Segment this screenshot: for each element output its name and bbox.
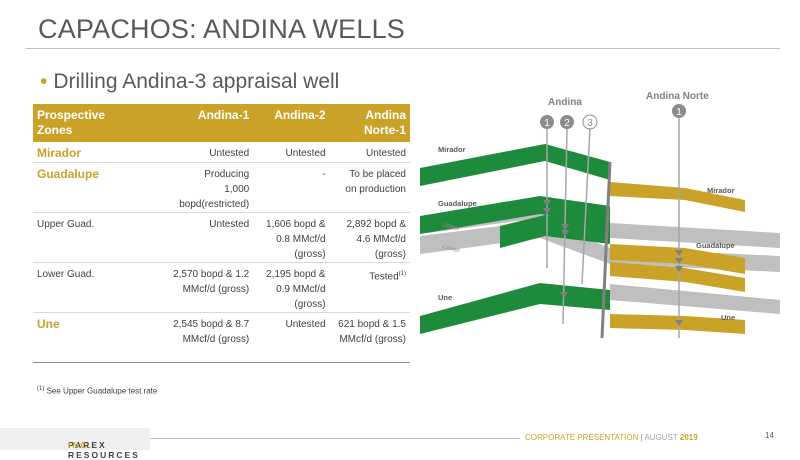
- table-row: Mirador Untested Untested Untested: [33, 142, 410, 163]
- andina-label: Andina: [548, 97, 582, 108]
- left-label-lower: Lower: [441, 243, 461, 255]
- table-cell: Tested(1): [329, 262, 410, 313]
- lower-green-layer: [500, 215, 610, 248]
- footer-year: 2019: [679, 433, 698, 442]
- bullet-point: • Drilling Andina-3 appraisal well: [40, 70, 339, 94]
- table-header: Andina Norte-1: [329, 104, 410, 142]
- company-inc: INC.: [68, 440, 93, 450]
- table-header-row: Prospective Zones Andina-1 Andina-2 Andi…: [33, 104, 410, 142]
- well-number-3: 3: [587, 118, 593, 129]
- table-cell: Untested: [119, 142, 254, 163]
- mirador-green-layer: [420, 144, 610, 186]
- right-label-guadalupe: Guadalupe: [696, 241, 735, 250]
- right-label-mirador: Mirador: [707, 186, 735, 195]
- table-cell: Untested: [253, 142, 330, 163]
- footer-divider: [150, 438, 520, 439]
- title-divider: [26, 48, 780, 49]
- table-cell: 621 bopd & 1.5 MMcf/d (gross): [329, 312, 410, 363]
- well-circle-3: [582, 114, 598, 130]
- table-cell: Untested: [329, 142, 410, 163]
- table-cell: 2,570 bopd & 1.2 MMcf/d (gross): [119, 262, 254, 313]
- une-grey-layer: [610, 284, 780, 314]
- table-header: Andina-1: [119, 104, 254, 142]
- prospective-zones-table: Prospective Zones Andina-1 Andina-2 Andi…: [33, 104, 410, 363]
- table-cell: -: [253, 162, 330, 213]
- left-label-guadalupe: Guadalupe: [438, 199, 477, 208]
- page-number: 14: [765, 431, 774, 440]
- footnote-text: See Upper Guadalupe test rate: [46, 386, 158, 396]
- table-row: Guadalupe Producing 1,000 bopd(restricte…: [33, 162, 410, 213]
- table-cell: 2,195 bopd & 0.9 MMcf/d (gross): [253, 262, 330, 313]
- footer-separator: |: [640, 433, 643, 442]
- well-number-2: 2: [564, 118, 570, 129]
- zone-cell: Lower Guad.: [33, 262, 120, 313]
- presentation-label: CORPORATE PRESENTATION: [525, 433, 639, 442]
- table-header: Andina-2: [253, 104, 330, 142]
- right-label-une: Une: [721, 313, 735, 322]
- table-row: Upper Guad. Untested 1,606 bopd & 0.8 MM…: [33, 212, 410, 263]
- footer-logo: PAREX RESOURCES INC.: [0, 428, 150, 460]
- table-cell: Producing 1,000 bopd(restricted): [119, 162, 254, 213]
- table-cell: Untested: [119, 212, 254, 263]
- table-cell: 2,545 bopd & 8.7 MMcf/d (gross): [119, 312, 254, 363]
- guadalupe-green-layer: [420, 196, 610, 234]
- footer-text: CORPORATE PRESENTATION | AUGUST 2019: [525, 433, 698, 442]
- left-label-upper: Upper: [441, 221, 461, 233]
- well-circle-norte: [672, 104, 686, 118]
- perforation-markers: [543, 200, 683, 326]
- une-green-layer: [420, 283, 610, 334]
- une-gold-layer: [610, 314, 745, 334]
- well-circle-1: [540, 115, 554, 129]
- fault-line: [600, 161, 612, 338]
- zone-cell: Upper Guad.: [33, 212, 120, 263]
- table-header: Prospective Zones: [33, 104, 120, 142]
- well-circle-2: [560, 115, 574, 129]
- lower-gold-layer: [610, 262, 745, 292]
- left-label-une: Une: [438, 293, 452, 302]
- table-row: Une 2,545 bopd & 8.7 MMcf/d (gross) Unte…: [33, 312, 410, 363]
- table-cell: 1,606 bopd & 0.8 MMcf/d (gross): [253, 212, 330, 263]
- table-cell: Untested: [253, 312, 330, 363]
- well-line-3: [581, 127, 591, 285]
- page-title: CAPACHOS: ANDINA WELLS: [38, 14, 406, 44]
- footnote-sup: (1): [37, 386, 45, 392]
- footer-month: AUGUST: [644, 433, 678, 442]
- table-cell: To be placed on production: [329, 162, 410, 213]
- tested-text: Tested: [369, 271, 399, 283]
- bullet-text: Drilling Andina-3 appraisal well: [53, 70, 340, 93]
- well-number-1: 1: [544, 118, 550, 129]
- well-cross-section-diagram: 1 2 3 1 Andina Andina Norte Mirador Guad…: [420, 91, 780, 338]
- footnote-marker: (1): [398, 271, 406, 277]
- mirador-gold-layer: [610, 182, 745, 212]
- table-row: Lower Guad. 2,570 bopd & 1.2 MMcf/d (gro…: [33, 262, 410, 313]
- zone-cell: Guadalupe: [33, 162, 120, 213]
- andina-norte-label: Andina Norte: [646, 91, 709, 102]
- zone-cell: Mirador: [33, 142, 120, 163]
- footnote: (1) See Upper Guadalupe test rate: [37, 386, 157, 396]
- table-cell: 2,892 bopd & 4.6 MMcf/d (gross): [329, 212, 410, 263]
- well-number-norte: 1: [676, 107, 682, 118]
- bullet-dot-icon: •: [40, 70, 48, 93]
- left-label-mirador: Mirador: [438, 145, 466, 154]
- zone-cell: Une: [33, 312, 120, 363]
